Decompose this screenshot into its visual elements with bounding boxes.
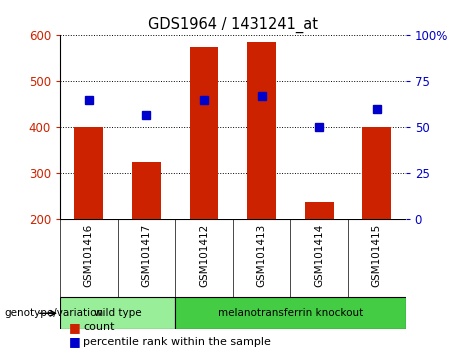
Text: GSM101413: GSM101413 — [257, 223, 266, 287]
Bar — [362, 127, 391, 219]
Text: GSM101416: GSM101416 — [84, 223, 94, 287]
Bar — [132, 162, 161, 219]
Bar — [60, 297, 175, 329]
Text: GSM101417: GSM101417 — [142, 223, 151, 287]
Text: melanotransferrin knockout: melanotransferrin knockout — [218, 308, 363, 318]
Text: count: count — [83, 322, 114, 332]
Text: wild type: wild type — [94, 308, 142, 318]
Bar — [305, 202, 334, 219]
Bar — [74, 127, 103, 219]
Bar — [175, 297, 406, 329]
Title: GDS1964 / 1431241_at: GDS1964 / 1431241_at — [148, 16, 318, 33]
Text: genotype/variation: genotype/variation — [5, 308, 104, 318]
Text: percentile rank within the sample: percentile rank within the sample — [83, 337, 271, 347]
Text: GSM101412: GSM101412 — [199, 223, 209, 287]
Text: ■: ■ — [69, 335, 81, 348]
Bar — [189, 47, 219, 219]
Text: GSM101415: GSM101415 — [372, 223, 382, 287]
Text: GSM101414: GSM101414 — [314, 223, 324, 287]
Bar — [247, 42, 276, 219]
Text: ■: ■ — [69, 321, 81, 334]
